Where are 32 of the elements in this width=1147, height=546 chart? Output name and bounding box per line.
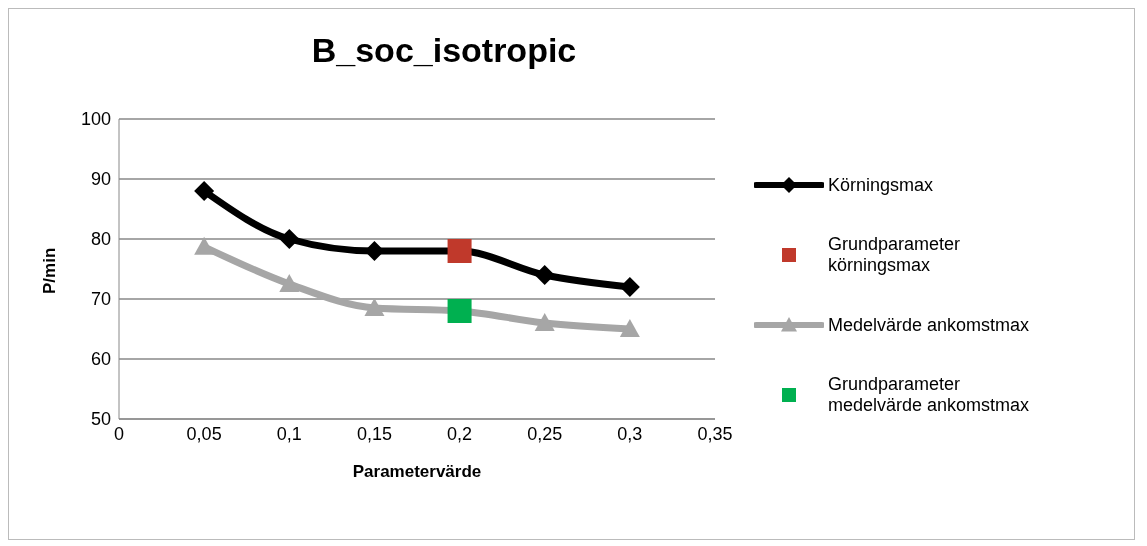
point bbox=[619, 319, 640, 337]
point bbox=[194, 181, 215, 201]
point bbox=[364, 241, 385, 261]
y-axis-title: P/min bbox=[40, 247, 60, 294]
legend-label: Grundparameter körningsmax bbox=[828, 234, 962, 276]
x-tick-label: 0,25 bbox=[527, 423, 563, 444]
x-tick-label: 0,35 bbox=[697, 423, 733, 444]
x-tick-label: 0,2 bbox=[447, 423, 473, 444]
x-tick-label: 0,15 bbox=[356, 423, 392, 444]
legend-label: Körningsmax bbox=[828, 174, 934, 196]
y-tick-label: 60 bbox=[90, 349, 111, 370]
point bbox=[194, 236, 215, 255]
legend-label: Grundparameter medelvärde ankomstmax bbox=[828, 374, 1031, 416]
y-tick-label: 90 bbox=[90, 169, 111, 190]
y-tick-label: 50 bbox=[90, 409, 111, 430]
x-axis-title: Parametervärde bbox=[352, 462, 482, 481]
y-tick-label: 80 bbox=[90, 229, 111, 250]
legend-label: Medelvärde ankomstmax bbox=[828, 314, 1030, 336]
y-tick-label: 70 bbox=[90, 289, 111, 310]
y-tick-label: 100 bbox=[80, 109, 111, 130]
x-tick-label: 0,3 bbox=[617, 423, 643, 444]
x-tick-label: 0,05 bbox=[186, 423, 222, 444]
point bbox=[279, 274, 300, 292]
point bbox=[619, 277, 640, 297]
point bbox=[447, 299, 472, 323]
point bbox=[534, 265, 555, 285]
x-tick-label: 0 bbox=[113, 423, 125, 444]
chart-title: B_soc_isotropic bbox=[310, 31, 578, 70]
point bbox=[364, 298, 385, 316]
x-tick-label: 0,1 bbox=[276, 423, 302, 444]
point bbox=[534, 313, 555, 331]
point bbox=[279, 229, 300, 249]
